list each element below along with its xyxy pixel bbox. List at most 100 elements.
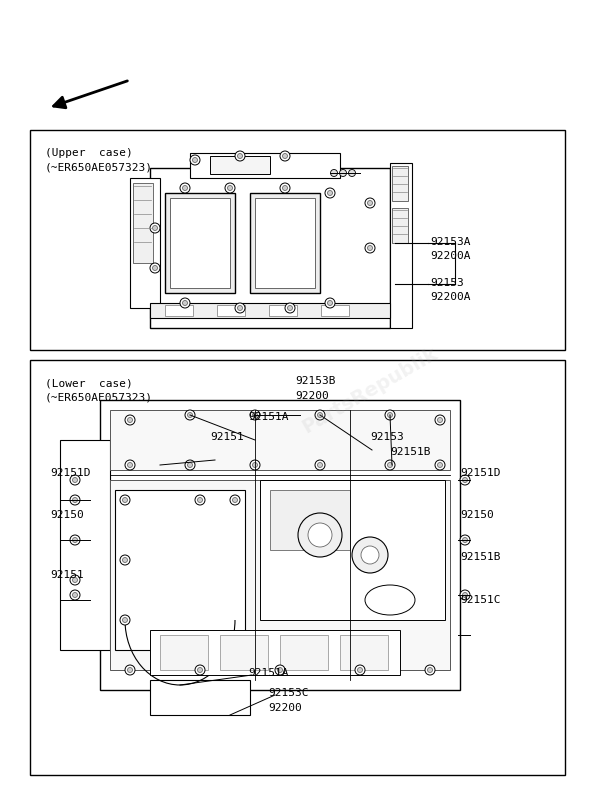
Bar xyxy=(150,630,400,675)
Circle shape xyxy=(285,303,295,313)
Circle shape xyxy=(275,665,285,675)
Text: 92151A: 92151A xyxy=(248,412,289,422)
Circle shape xyxy=(180,298,190,308)
Circle shape xyxy=(298,513,342,557)
Bar xyxy=(150,680,250,715)
Circle shape xyxy=(125,415,135,425)
Circle shape xyxy=(438,463,442,467)
Circle shape xyxy=(72,498,78,503)
Bar xyxy=(390,163,412,328)
Circle shape xyxy=(153,225,157,230)
Circle shape xyxy=(460,590,470,600)
Bar xyxy=(110,480,450,670)
Circle shape xyxy=(235,303,245,313)
Bar xyxy=(260,480,445,620)
Ellipse shape xyxy=(365,585,415,615)
Bar xyxy=(110,410,450,470)
Text: 92151D: 92151D xyxy=(460,468,501,478)
Text: (Lower  case): (Lower case) xyxy=(45,378,133,388)
Circle shape xyxy=(127,418,133,423)
Circle shape xyxy=(462,593,468,598)
Bar xyxy=(255,198,315,288)
Circle shape xyxy=(127,667,133,673)
Text: 92153C: 92153C xyxy=(268,688,309,698)
Circle shape xyxy=(187,463,193,467)
Text: 92150: 92150 xyxy=(50,510,84,520)
Circle shape xyxy=(358,667,362,673)
Circle shape xyxy=(127,463,133,467)
Circle shape xyxy=(315,460,325,470)
Circle shape xyxy=(385,410,395,420)
Circle shape xyxy=(280,151,290,161)
Circle shape xyxy=(428,667,432,673)
Circle shape xyxy=(352,537,388,573)
Circle shape xyxy=(237,153,243,158)
Circle shape xyxy=(388,412,392,418)
Bar xyxy=(130,178,160,308)
Circle shape xyxy=(72,593,78,598)
Circle shape xyxy=(197,667,203,673)
Circle shape xyxy=(425,665,435,675)
Circle shape xyxy=(72,578,78,582)
Bar xyxy=(321,305,349,316)
Circle shape xyxy=(227,185,233,190)
Circle shape xyxy=(225,183,235,193)
Circle shape xyxy=(123,498,127,503)
Circle shape xyxy=(283,185,287,190)
Text: 92151C: 92151C xyxy=(460,595,501,605)
Bar xyxy=(269,305,297,316)
Bar xyxy=(165,305,193,316)
Circle shape xyxy=(460,475,470,485)
Text: (~ER650AE057323): (~ER650AE057323) xyxy=(45,393,153,403)
Circle shape xyxy=(339,169,346,177)
Circle shape xyxy=(253,463,257,467)
Circle shape xyxy=(253,412,257,418)
Text: (Upper  case): (Upper case) xyxy=(45,148,133,158)
Circle shape xyxy=(183,300,187,305)
Circle shape xyxy=(317,463,323,467)
Text: 92200A: 92200A xyxy=(430,292,471,302)
Circle shape xyxy=(120,555,130,565)
Circle shape xyxy=(325,298,335,308)
Bar xyxy=(220,635,268,670)
Circle shape xyxy=(365,198,375,208)
Circle shape xyxy=(190,155,200,165)
Bar xyxy=(165,193,235,293)
Text: 92200: 92200 xyxy=(268,703,302,713)
Circle shape xyxy=(70,535,80,545)
Bar xyxy=(340,635,388,670)
Circle shape xyxy=(195,495,205,505)
Circle shape xyxy=(70,475,80,485)
Circle shape xyxy=(185,410,195,420)
Circle shape xyxy=(330,169,337,177)
Text: 92151D: 92151D xyxy=(50,468,91,478)
Circle shape xyxy=(120,615,130,625)
Circle shape xyxy=(123,558,127,562)
Bar xyxy=(133,183,153,263)
Circle shape xyxy=(325,188,335,198)
Circle shape xyxy=(317,412,323,418)
Circle shape xyxy=(315,410,325,420)
Circle shape xyxy=(183,185,187,190)
Circle shape xyxy=(435,460,445,470)
Circle shape xyxy=(327,300,333,305)
Text: PartsRepublik: PartsRepublik xyxy=(299,344,441,436)
Text: 92151: 92151 xyxy=(210,432,244,442)
Bar xyxy=(280,635,328,670)
Bar xyxy=(60,440,110,650)
Circle shape xyxy=(120,495,130,505)
Circle shape xyxy=(72,478,78,483)
Circle shape xyxy=(388,463,392,467)
Bar xyxy=(115,490,245,650)
Circle shape xyxy=(349,169,356,177)
Text: 92151A: 92151A xyxy=(248,668,289,678)
Circle shape xyxy=(235,151,245,161)
Circle shape xyxy=(250,460,260,470)
Circle shape xyxy=(438,418,442,423)
Text: 92200A: 92200A xyxy=(430,251,471,261)
Bar xyxy=(30,360,565,775)
Text: 92151B: 92151B xyxy=(390,447,431,457)
Circle shape xyxy=(125,460,135,470)
Circle shape xyxy=(123,618,127,622)
Text: 92151: 92151 xyxy=(50,570,84,580)
